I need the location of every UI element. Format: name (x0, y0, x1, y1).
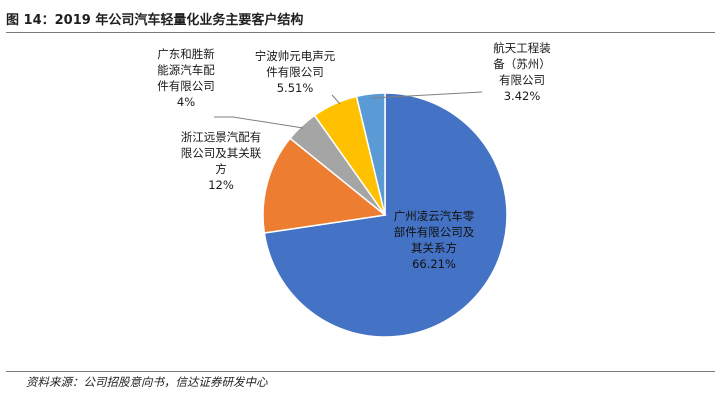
figure-title: 图 14：2019 年公司汽车轻量化业务主要客户结构 (6, 13, 304, 28)
leader-line-4 (371, 91, 483, 99)
pie-slice-4 (355, 92, 386, 216)
slice-name-label-3: 宁波帅元电声元 (255, 49, 336, 63)
slice-name-label-1: 浙江远景汽配有 (181, 130, 262, 144)
slice-value-label-2: 4% (177, 95, 195, 109)
slice-name-label-3: 件有限公司 (266, 65, 324, 79)
slice-name-label-2: 广东和胜新 (157, 47, 215, 61)
slice-name-label-0: 广州凌云汽车零 (394, 209, 475, 223)
slice-name-label-2: 能源汽车配 (157, 63, 215, 77)
slice-name-label-2: 件有限公司 (157, 79, 215, 93)
slice-name-label-1: 方 (215, 162, 227, 176)
slice-name-label-4: 有限公司 (499, 73, 545, 87)
slice-value-label-4: 3.42% (504, 89, 541, 103)
slice-name-label-0: 部件有限公司及 (394, 225, 475, 239)
slice-value-label-0: 66.21% (412, 257, 456, 271)
slice-name-label-0: 其关系方 (411, 241, 457, 255)
slice-value-label-3: 5.51% (277, 81, 314, 95)
slice-value-label-1: 12% (208, 178, 234, 192)
leader-line-2 (214, 116, 304, 129)
slice-name-label-1: 限公司及其关联 (181, 146, 262, 160)
source-note: 资料来源：公司招股意向书，信达证券研发中心 (26, 375, 268, 389)
pie-slice-1 (262, 137, 387, 234)
slice-name-label-4: 备（苏州） (493, 57, 551, 71)
slice-name-label-4: 航天工程装 (493, 41, 551, 55)
footer-rule (6, 371, 715, 372)
title-bar: 图 14：2019 年公司汽车轻量化业务主要客户结构 (6, 6, 715, 33)
leader-line-3 (331, 94, 341, 105)
